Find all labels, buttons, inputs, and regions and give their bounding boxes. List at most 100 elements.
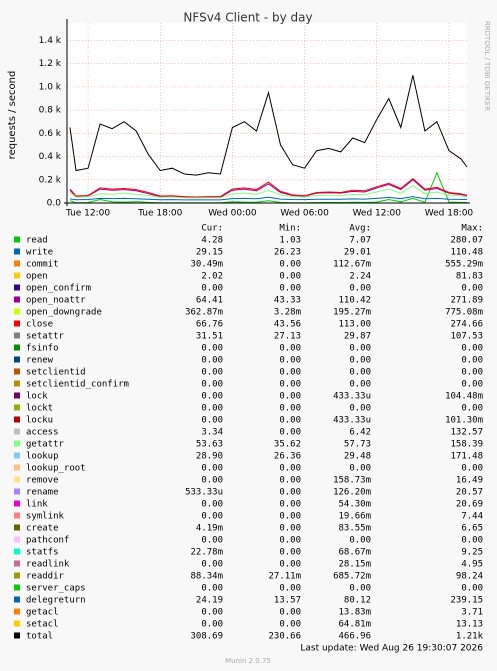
stat-value: 0.00 (201, 368, 223, 378)
stat-value: 22.78m (190, 548, 223, 558)
stat-value: 0.00 (279, 344, 301, 354)
y-tick-label: 0.8 k (39, 106, 62, 116)
stat-value: 43.33 (274, 296, 301, 306)
stat-value: 0.00 (349, 584, 371, 594)
stat-value: 0.00 (279, 584, 301, 594)
stat-value: 0.00 (461, 584, 483, 594)
stat-value: 158.73m (333, 476, 371, 486)
stat-value: 110.48 (450, 248, 483, 258)
stat-value: 0.00 (201, 464, 223, 474)
stat-value: 107.53 (450, 332, 483, 342)
legend-swatch (14, 584, 20, 591)
stat-value: 19.66m (338, 512, 371, 522)
stat-value: 0.00 (349, 464, 371, 474)
stat-value: 466.96 (338, 632, 371, 642)
stat-value: 0.00 (349, 356, 371, 366)
legend-swatch (14, 284, 20, 291)
legend-swatch (14, 260, 20, 267)
legend-swatch (14, 452, 20, 459)
legend-label: readlink (26, 560, 70, 570)
stat-value: 533.33u (185, 488, 223, 498)
legend-swatch (14, 344, 20, 351)
stat-value: 274.66 (450, 320, 483, 330)
stat-value: 0.00 (349, 536, 371, 546)
legend-label: lock (26, 392, 48, 402)
series-line (69, 185, 468, 199)
stat-value: 28.15m (338, 560, 371, 570)
stat-value: 0.00 (201, 500, 223, 510)
stat-value: 26.23 (274, 248, 301, 258)
stat-value: 0.00 (201, 380, 223, 390)
stat-value: 0.00 (201, 608, 223, 618)
stat-value: 0.00 (279, 500, 301, 510)
series-line (69, 171, 468, 204)
stat-value: 433.33u (333, 416, 371, 426)
stat-value: 66.76 (196, 320, 223, 330)
legend-label: link (26, 500, 48, 510)
stat-value: 0.00 (461, 344, 483, 354)
legend-label: lockt (26, 404, 53, 414)
legend-label: write (26, 248, 53, 258)
stat-value: 113.00 (338, 320, 371, 330)
stat-value: 64.41 (196, 296, 223, 306)
stat-value: 230.66 (268, 632, 301, 642)
stat-value: 362.87m (185, 308, 223, 318)
stat-value: 158.39 (450, 440, 483, 450)
stat-value: 0.00 (279, 284, 301, 294)
stat-value: 239.15 (450, 596, 483, 606)
stat-value: 101.30m (445, 416, 483, 426)
series-line (69, 179, 468, 198)
x-tick-label: Tue 18:00 (137, 209, 182, 219)
legend-swatch (14, 620, 20, 627)
stat-value: 20.57 (456, 488, 483, 498)
legend-swatch (14, 608, 20, 615)
legend-swatch (14, 524, 20, 531)
stat-value: 29.87 (344, 332, 371, 342)
stat-value: 4.19m (196, 524, 223, 534)
stat-value: 0.00 (279, 404, 301, 414)
stat-value: 0.00 (279, 620, 301, 630)
series-line (69, 196, 468, 201)
stat-value: 433.33u (333, 392, 371, 402)
x-tick-label: Tue 12:00 (65, 209, 110, 219)
legend-swatch (14, 464, 20, 471)
stat-value: 3.28m (274, 308, 301, 318)
stat-value: 13.13 (456, 620, 483, 630)
stat-value: 171.48 (450, 452, 483, 462)
stat-value: 0.00 (201, 392, 223, 402)
legend-label: renew (26, 356, 54, 366)
stat-value: 6.42 (349, 428, 371, 438)
stat-value: 20.69 (456, 500, 483, 510)
stat-value: 2.24 (349, 272, 371, 282)
stat-value: 132.57 (450, 428, 483, 438)
legend-swatch (14, 392, 20, 399)
stat-value: 0.00 (461, 368, 483, 378)
stat-value: 0.00 (461, 380, 483, 390)
stat-value: 81.83 (456, 272, 483, 282)
y-tick-label: 0.4 k (39, 152, 62, 162)
legend-swatch (14, 572, 20, 579)
stat-value: 0.00 (279, 368, 301, 378)
legend-label: open_noattr (26, 296, 86, 306)
stat-value: 83.55m (338, 524, 371, 534)
stat-value: 80.12 (344, 596, 371, 606)
stat-value: 54.30m (338, 500, 371, 510)
watermark: RRDTOOL / TOBI OETIKER (483, 21, 491, 111)
legend-label: create (26, 524, 59, 534)
stat-value: 53.63 (196, 440, 223, 450)
stat-value: 0.00 (279, 560, 301, 570)
y-tick-label: 1.4 k (39, 36, 62, 46)
legend-label: pathconf (26, 536, 69, 546)
stat-value: 0.00 (201, 584, 223, 594)
legend-swatch (14, 560, 20, 567)
y-tick-label: 1.2 k (39, 59, 62, 69)
stat-value: 4.28 (201, 236, 223, 246)
legend-swatch (14, 548, 20, 555)
stat-value: 685.72m (333, 572, 371, 582)
legend-swatch (14, 296, 20, 303)
stat-value: 1.21k (456, 632, 484, 642)
stat-value: 0.00 (349, 380, 371, 390)
stat-value: 126.20m (333, 488, 371, 498)
stat-header: Cur: (201, 224, 223, 234)
stat-value: 0.00 (461, 536, 483, 546)
